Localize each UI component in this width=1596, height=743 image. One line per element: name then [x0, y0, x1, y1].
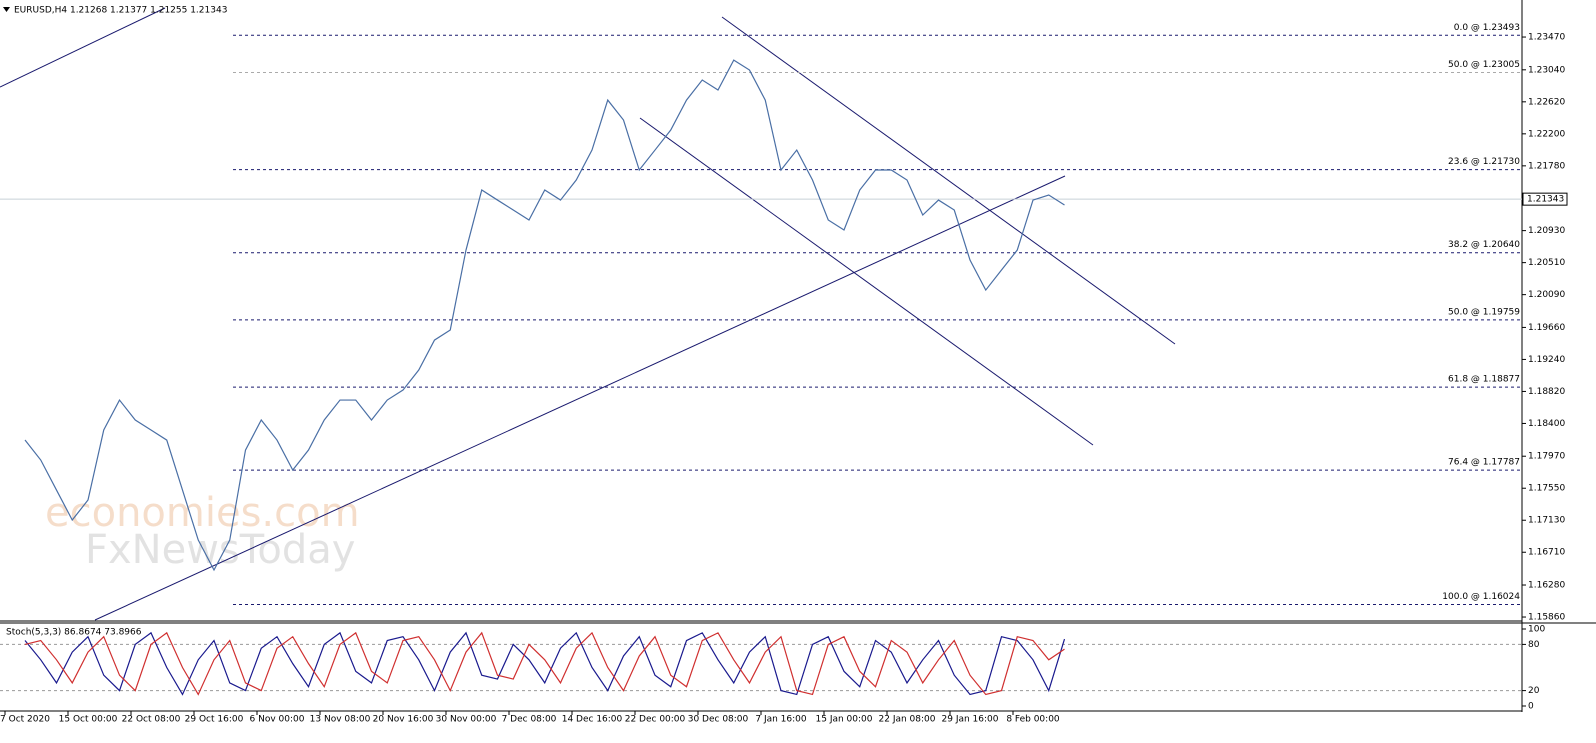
y-tick-label: 1.23040 [1528, 65, 1565, 75]
menu-arrow[interactable] [3, 7, 10, 12]
x-tick-label: 22 Dec 00:00 [625, 715, 686, 725]
y-tick-label: 1.18400 [1528, 419, 1565, 429]
x-tick-label: 13 Nov 08:00 [310, 715, 371, 725]
series-line [24, 59, 1065, 572]
indicator-title: Stoch(5,3,3) 86.8674 73.8966 [6, 628, 142, 638]
y-tick-label: 1.17550 [1528, 484, 1565, 494]
x-tick-label: 15 Jan 00:00 [816, 715, 873, 725]
y-tick-label: 1.17130 [1528, 516, 1565, 526]
fib-label: 0.0 @ 1.23493 [1454, 23, 1520, 33]
price-box [1522, 192, 1568, 206]
x-tick-label: 7 Dec 08:00 [502, 715, 557, 725]
y-tick-label: 1.22200 [1528, 129, 1565, 139]
x-tick-label: 29 Oct 16:00 [185, 715, 244, 725]
fib-label: 61.8 @ 1.18877 [1448, 375, 1520, 385]
x-tick-label: 30 Dec 08:00 [688, 715, 749, 725]
x-tick-label: 22 Oct 08:00 [122, 715, 181, 725]
watermark: FxNewsToday [85, 527, 355, 573]
y-tick-label: 20 [1528, 686, 1540, 696]
y-tick-label: 1.19240 [1528, 355, 1565, 365]
fib-label: 38.2 @ 1.20640 [1448, 240, 1520, 250]
x-tick-label: 29 Jan 16:00 [942, 715, 999, 725]
y-tick-label: 1.17970 [1528, 452, 1565, 462]
x-tick-label: 7 Jan 16:00 [755, 715, 807, 725]
fib-label: 100.0 @ 1.16024 [1442, 592, 1520, 602]
x-tick-label: 8 Feb 00:00 [1006, 715, 1060, 725]
fib-label: 23.6 @ 1.21730 [1448, 157, 1520, 167]
series-line [24, 631, 1066, 696]
fib-label: 76.4 @ 1.17787 [1448, 458, 1520, 468]
series-line [24, 631, 1065, 696]
y-tick-label: 1.20930 [1528, 226, 1565, 236]
fib-label: 50.0 @ 1.19759 [1448, 307, 1520, 317]
y-tick-label: 80 [1528, 640, 1540, 650]
y-tick-label: 1.20090 [1528, 290, 1565, 300]
symbol-title: EURUSD,H4 1.21268 1.21377 1.21255 1.2134… [14, 6, 227, 16]
y-tick-label: 100 [1528, 625, 1545, 635]
x-tick-label: 7 Oct 2020 [0, 715, 50, 725]
y-tick-label: 1.21780 [1528, 161, 1565, 171]
trend-line [0, 7, 166, 88]
x-tick-label: 30 Nov 00:00 [436, 715, 497, 725]
x-tick-label: 14 Dec 16:00 [562, 715, 623, 725]
price-label: 1.21343 [1527, 195, 1564, 205]
y-tick-label: 1.16710 [1528, 548, 1565, 558]
y-tick-label: 1.22620 [1528, 97, 1565, 107]
x-tick-label: 6 Nov 00:00 [250, 715, 305, 725]
watermark: economies.com [45, 490, 360, 536]
y-tick-label: 1.16280 [1528, 581, 1565, 591]
y-tick-label: 1.23470 [1528, 33, 1565, 43]
y-tick-label: 1.15860 [1528, 613, 1565, 623]
x-tick-label: 15 Oct 00:00 [59, 715, 118, 725]
y-tick-label: 1.19660 [1528, 323, 1565, 333]
trend-lines [0, 7, 1176, 621]
x-tick-label: 22 Jan 08:00 [879, 715, 936, 725]
y-tick-label: 0 [1528, 702, 1534, 712]
trend-line [639, 117, 1094, 446]
fib-label: 50.0 @ 1.23005 [1448, 60, 1520, 70]
trend-line [721, 16, 1176, 345]
y-tick-label: 1.18820 [1528, 387, 1565, 397]
trend-line [94, 175, 1066, 621]
y-tick-label: 1.20510 [1528, 258, 1565, 268]
x-tick-label: 20 Nov 16:00 [373, 715, 434, 725]
